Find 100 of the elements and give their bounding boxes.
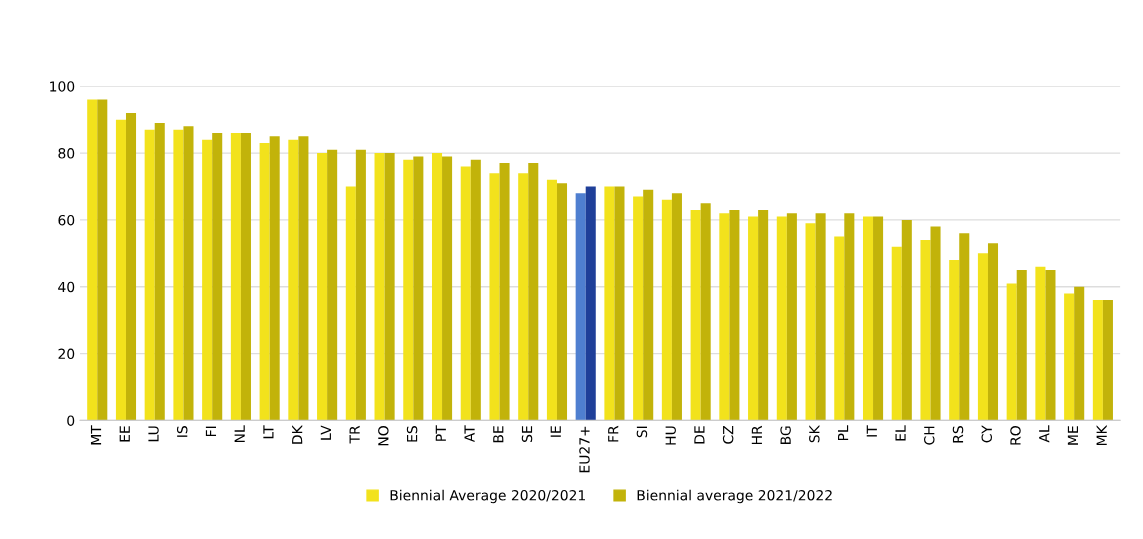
bar: [97, 99, 108, 421]
bar: [901, 219, 912, 421]
y-tick-label: 80: [58, 148, 75, 159]
bar: [173, 129, 184, 421]
bar: [1092, 300, 1103, 421]
bar: [575, 193, 586, 421]
bar: [489, 173, 500, 421]
bar: [1102, 300, 1113, 421]
x-tick-label: HU: [665, 426, 676, 445]
x-tick-label: BG: [780, 426, 791, 444]
bar: [1016, 270, 1027, 421]
bar: [834, 236, 845, 421]
bar: [413, 156, 424, 421]
bar: [729, 209, 740, 421]
x-tick-label: RS: [952, 426, 964, 443]
bar: [374, 153, 385, 421]
bar: [614, 186, 625, 421]
x-tick-label: CZ: [722, 425, 734, 444]
x-tick-label: BE: [493, 426, 504, 443]
bar: [345, 186, 356, 421]
x-tick-label: FI: [205, 426, 217, 436]
y-tick-label: 0: [67, 415, 75, 426]
bar: [259, 143, 270, 421]
x-tick-label: AT: [464, 425, 475, 443]
bar: [528, 163, 539, 421]
bar: [643, 189, 654, 421]
bar: [546, 179, 557, 421]
bar: [862, 216, 874, 421]
bar: [959, 233, 970, 421]
bar: [891, 246, 902, 421]
x-tick-label: MT: [90, 425, 102, 445]
bar: [585, 186, 596, 421]
bar: [844, 213, 855, 421]
bar: [518, 173, 529, 421]
x-tick-label: AL: [1039, 425, 1050, 443]
x-tick-label: SE: [521, 426, 533, 442]
bar: [920, 239, 931, 421]
bar: [431, 153, 443, 421]
bar: [776, 216, 787, 421]
bar: [1074, 286, 1085, 421]
bar: [1006, 283, 1017, 421]
bar: [1064, 293, 1075, 421]
bar: [470, 159, 481, 421]
x-tick-label: EU27+: [579, 426, 590, 473]
bar: [1035, 266, 1046, 421]
bar: [202, 139, 213, 421]
bar: [949, 260, 960, 421]
bar: [977, 253, 988, 421]
bar: [269, 136, 280, 421]
x-tick-label: PT: [435, 425, 446, 441]
bar: [690, 209, 701, 421]
y-tick-label: 100: [50, 81, 75, 92]
x-tick-label: LU: [148, 426, 159, 442]
bar: [815, 213, 826, 421]
x-tick-label: LV: [320, 425, 331, 440]
x-tick-label: EL: [895, 425, 906, 441]
x-tick-label: NO: [378, 426, 389, 446]
x-tick-label: MK: [1096, 424, 1107, 446]
x-tick-label: HR: [751, 425, 762, 445]
bar: [930, 226, 941, 421]
bar: [154, 123, 165, 421]
bar: [384, 153, 395, 421]
bar: [873, 216, 884, 421]
x-tick-label: IS: [176, 426, 188, 437]
bar: [1045, 270, 1056, 421]
bar: [805, 223, 816, 421]
legend-label: Biennial average 2021/2022: [637, 489, 832, 504]
x-tick-label: ES: [406, 426, 418, 442]
bar: [327, 149, 338, 421]
x-tick-label: CH: [924, 426, 935, 445]
bar: [719, 213, 730, 421]
bar: [671, 193, 682, 421]
bar: [700, 203, 711, 421]
bar: [240, 133, 251, 421]
x-tick-label: IT: [866, 425, 877, 437]
bar: [460, 166, 471, 421]
bar: [604, 186, 615, 421]
bar: [661, 199, 672, 421]
bar: [758, 209, 769, 421]
bar: [183, 126, 194, 421]
x-tick-label: TR: [349, 425, 360, 444]
x-tick-label: PL: [838, 425, 849, 441]
y-tick-label: 60: [58, 214, 75, 226]
bar: [144, 129, 155, 421]
bar: [212, 133, 223, 421]
x-tick-label: RO: [1010, 426, 1021, 445]
x-tick-label: SK: [809, 424, 820, 443]
bar: [748, 216, 759, 421]
bar: [786, 213, 797, 421]
bar: [633, 196, 644, 421]
x-tick-label: DE: [694, 426, 705, 444]
x-tick-label: DK: [292, 424, 303, 444]
bar: [556, 183, 568, 421]
x-tick-label: LT: [263, 425, 274, 439]
bar: [87, 99, 98, 421]
bar: [987, 243, 999, 421]
bar: [355, 149, 366, 421]
bar: [442, 156, 453, 421]
x-tick-label: SI: [636, 426, 648, 438]
x-tick-label: IE: [550, 426, 561, 437]
